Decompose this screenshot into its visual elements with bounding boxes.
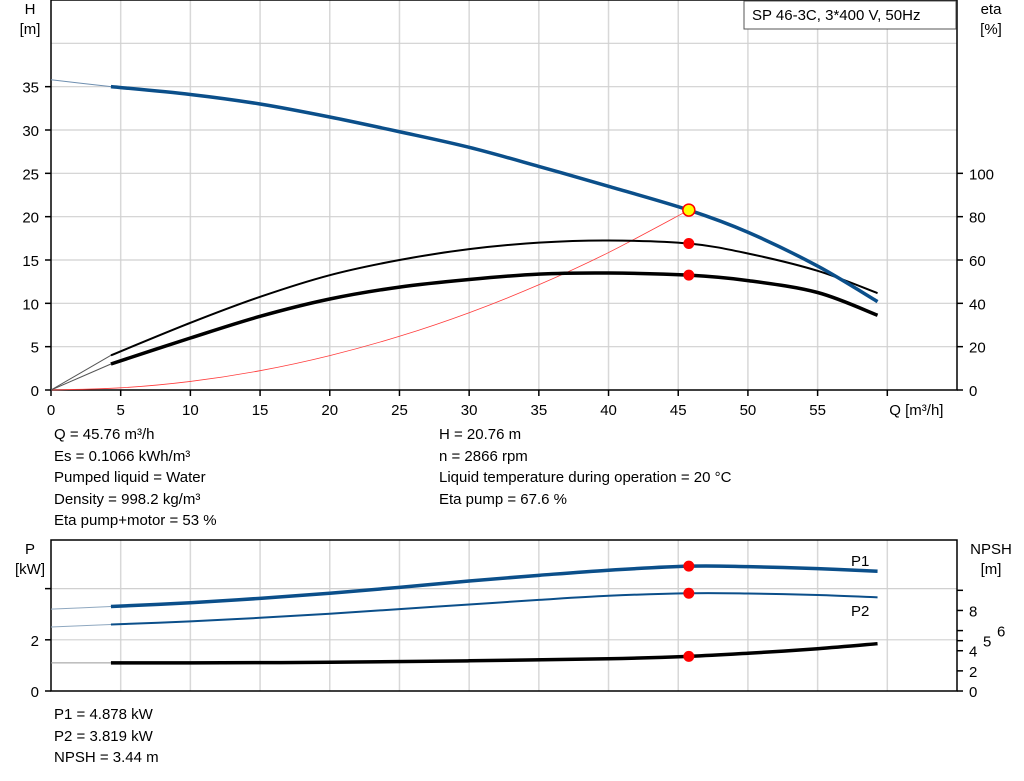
- x-tick-label: 20: [321, 402, 338, 419]
- head-curve-extrapolated: [50, 79, 111, 88]
- info-top-right: H = 20.76 m n = 2866 rpm Liquid temperat…: [439, 424, 731, 510]
- p1-duty-marker: [683, 560, 695, 572]
- x-tick-label: 15: [252, 402, 269, 419]
- title-box: [743, 0, 957, 30]
- info-es: Es = 0.1066 kWh/m³: [54, 447, 191, 465]
- y-axis-label-right: eta: [981, 1, 1003, 18]
- y-tick-label-right: 4: [969, 644, 977, 661]
- y-tick-label-left: 5: [31, 340, 39, 357]
- info-p2: P2 = 3.819 kW: [54, 727, 153, 745]
- x-tick-label: 30: [461, 402, 478, 419]
- y-tick-label-left: 15: [22, 253, 39, 270]
- x-tick-label: 50: [740, 402, 757, 419]
- eta-pump-motor-curve-extrapolated: [50, 363, 112, 391]
- y-tick-label-left: 0: [31, 684, 39, 701]
- y-axis-label-left-unit: [kW]: [15, 561, 45, 578]
- x-tick-label: 35: [531, 402, 548, 419]
- p2-duty-marker: [683, 587, 695, 599]
- p2-curve-extrapolated: [50, 623, 111, 628]
- info-h: H = 20.76 m: [439, 426, 522, 443]
- info-top-left: Q = 45.76 m³/h Es = 0.1066 kWh/m³ Pumped…: [54, 424, 217, 532]
- y-tick-label-right: 0: [969, 383, 977, 400]
- x-tick-label: 40: [600, 402, 617, 419]
- y-tick-label-right: 6: [997, 624, 1005, 641]
- x-tick-label: 5: [117, 402, 125, 419]
- info-q: Q = 45.76 m³/h: [54, 426, 155, 443]
- y-axis-label-right: NPSH: [970, 541, 1012, 558]
- y-tick-label-left: 2: [31, 633, 39, 650]
- p2-series-label: P2: [851, 603, 869, 620]
- info-p1: P1 = 4.878 kW: [54, 706, 153, 723]
- duty-point-marker: [682, 203, 696, 217]
- info-bottom: P1 = 4.878 kW P2 = 3.819 kW NPSH = 3.44 …: [54, 704, 159, 769]
- eta-pump-motor-duty-marker: [683, 269, 695, 281]
- head-curve: [110, 84, 879, 304]
- plot-1: [45, 539, 963, 692]
- y-tick-label-left: 35: [22, 80, 39, 97]
- y-tick-label-right: 20: [969, 340, 986, 357]
- npsh-duty-marker: [683, 650, 695, 662]
- p1-curve-extrapolated: [50, 606, 111, 610]
- y-axis-label-right-unit: [%]: [980, 21, 1002, 38]
- npsh-curve: [110, 641, 878, 665]
- plot-0: [45, 0, 963, 396]
- p1-curve: [110, 564, 878, 609]
- info-eta-pump-motor: Eta pump+motor = 53 %: [54, 512, 217, 529]
- p1-series-label: P1: [851, 553, 869, 570]
- info-temperature: Liquid temperature during operation = 20…: [439, 469, 732, 486]
- info-density: Density = 998.2 kg/m³: [54, 490, 201, 508]
- y-tick-label-left: 25: [22, 166, 39, 183]
- eta-pump-duty-marker: [683, 238, 695, 250]
- info-n: n = 2866 rpm: [439, 447, 528, 465]
- x-tick-label: 25: [391, 402, 408, 419]
- y-axis-label-left: P: [25, 541, 35, 558]
- y-tick-label-right: 2: [969, 664, 977, 681]
- info-npsh: NPSH = 3.44 m: [54, 749, 159, 766]
- x-tick-label: 45: [670, 402, 687, 419]
- y-tick-label-left: 0: [31, 383, 39, 400]
- y-tick-label-right: 5: [983, 634, 991, 651]
- system-curve: [50, 209, 690, 391]
- y-axis-label-left: H: [25, 1, 36, 18]
- chart-title: SP 46-3C, 3*400 V, 50Hz: [752, 7, 920, 24]
- eta-pump-motor-curve: [110, 271, 879, 366]
- y-tick-label-right: 100: [969, 166, 994, 183]
- y-tick-label-right: 0: [969, 684, 977, 701]
- x-axis-label: Q [m³/h]: [889, 402, 943, 419]
- x-tick-label: 10: [182, 402, 199, 419]
- p2-curve: [110, 592, 878, 626]
- plot-frame: [50, 539, 958, 692]
- y-tick-label-right: 8: [969, 603, 977, 620]
- y-tick-label-left: 20: [22, 210, 39, 227]
- info-eta-pump: Eta pump = 67.6 %: [439, 490, 567, 508]
- plot-frame: [50, 0, 958, 391]
- x-tick-label: 0: [47, 402, 55, 419]
- y-tick-label-left: 10: [22, 296, 39, 313]
- y-tick-label-right: 60: [969, 253, 986, 270]
- info-liquid: Pumped liquid = Water: [54, 469, 206, 486]
- eta-pump-curve-extrapolated: [50, 354, 112, 391]
- y-axis-label-right-unit: [m]: [981, 561, 1002, 578]
- y-tick-label-left: 30: [22, 123, 39, 140]
- y-axis-label-left-unit: [m]: [20, 21, 41, 38]
- eta-pump-curve: [110, 239, 878, 357]
- y-tick-label-right: 40: [969, 296, 986, 313]
- y-tick-label-right: 80: [969, 210, 986, 227]
- x-tick-label: 55: [809, 402, 826, 419]
